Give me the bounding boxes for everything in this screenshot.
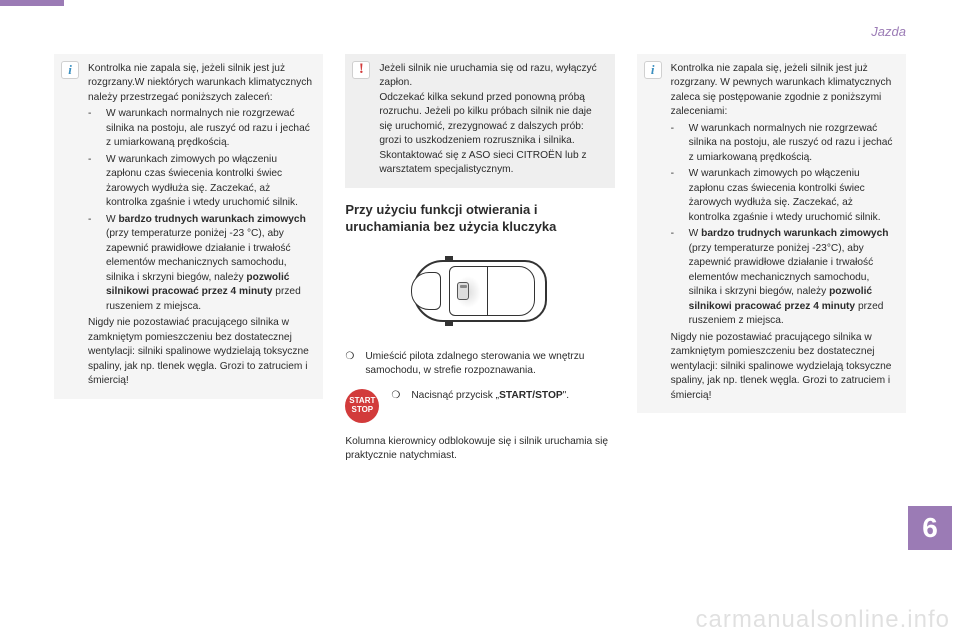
bullet-marker: ❍ — [345, 350, 355, 379]
column-left: i Kontrolka nie zapala się, jeżeli silni… — [54, 54, 323, 464]
list-item: - W warunkach normalnych nie rozgrzewać … — [671, 122, 896, 165]
dash: - — [88, 107, 96, 150]
column-right: i Kontrolka nie zapala się, jeżeli silni… — [637, 54, 906, 464]
header-accent — [0, 0, 64, 6]
item-text: W bardzo trudnych warunkach zimowych (pr… — [106, 213, 313, 314]
item-text: W warunkach normalnych nie rozgrzewać si… — [689, 122, 896, 165]
start-instruction-row: START STOP ❍ Nacisnąć przycisk „START/ST… — [345, 389, 614, 423]
info-intro: Kontrolka nie zapala się, jeżeli silnik … — [88, 62, 313, 105]
info-closing: Nigdy nie pozostawiać pracującego silnik… — [88, 316, 313, 388]
list-item: - W bardzo trudnych warunkach zimowych (… — [671, 227, 896, 328]
list-item: - W warunkach zimowych po włączeniu zapł… — [88, 153, 313, 211]
page-content: i Kontrolka nie zapala się, jeżeli silni… — [54, 54, 906, 464]
start-stop-button-icon: START STOP — [345, 389, 379, 423]
chapter-number-tab: 6 — [908, 506, 952, 550]
item-text: W bardzo trudnych warunkach zimowych (pr… — [689, 227, 896, 328]
column-center: ! Jeżeli silnik nie uruchamia się od raz… — [345, 54, 614, 464]
dash: - — [671, 227, 679, 328]
dash: - — [88, 213, 96, 314]
warning-box: ! Jeżeli silnik nie uruchamia się od raz… — [345, 54, 614, 188]
car-illustration — [395, 246, 565, 338]
closing-text: Kolumna kierownicy odblokowuje się i sil… — [345, 435, 614, 464]
warn-p2: Odczekać kilka sekund przed ponowną prób… — [379, 91, 604, 149]
dash: - — [671, 122, 679, 165]
item-text: W warunkach zimowych po włączeniu zapłon… — [689, 167, 896, 225]
section-title: Jazda — [871, 24, 906, 39]
info-icon: i — [644, 61, 662, 79]
bullet-marker: ❍ — [391, 389, 401, 403]
info-intro: Kontrolka nie zapala się, jeżeli silnik … — [671, 62, 896, 120]
list-item: - W bardzo trudnych warunkach zimowych (… — [88, 213, 313, 314]
list-item: - W warunkach normalnych nie rozgrzewać … — [88, 107, 313, 150]
warn-p1: Jeżeli silnik nie uruchamia się od razu,… — [379, 62, 604, 91]
item-text: W warunkach normalnych nie rozgrzewać si… — [106, 107, 313, 150]
info-closing: Nigdy nie pozostawiać pracującego silnik… — [671, 331, 896, 403]
instruction-row: ❍ Umieścić pilota zdalnego sterowania we… — [345, 350, 614, 379]
info-box-left: i Kontrolka nie zapala się, jeżeli silni… — [54, 54, 323, 399]
instruction-text: Umieścić pilota zdalnego sterowania we w… — [365, 350, 614, 379]
watermark: carmanualsonline.info — [696, 606, 950, 634]
dash: - — [88, 153, 96, 211]
warning-icon: ! — [352, 61, 370, 79]
info-box-right: i Kontrolka nie zapala się, jeżeli silni… — [637, 54, 906, 413]
list-item: - W warunkach zimowych po włączeniu zapł… — [671, 167, 896, 225]
warn-p3: Skontaktować się z ASO sieci CITROËN lub… — [379, 149, 604, 178]
subsection-heading: Przy użyciu funkcji otwierania i urucham… — [345, 202, 614, 236]
instruction-wrap: ❍ Nacisnąć przycisk „START/STOP". — [391, 389, 569, 405]
item-text: W warunkach zimowych po włączeniu zapłon… — [106, 153, 313, 211]
dash: - — [671, 167, 679, 225]
instruction-text: Nacisnąć przycisk „START/STOP". — [411, 389, 569, 403]
info-icon: i — [61, 61, 79, 79]
